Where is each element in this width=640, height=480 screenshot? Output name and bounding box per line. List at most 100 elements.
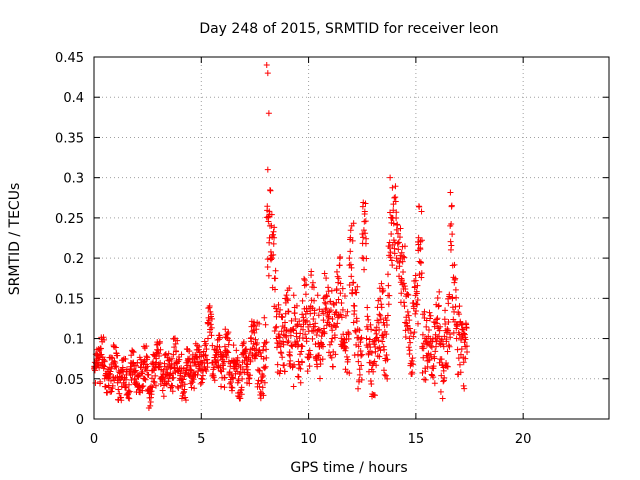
- data-point: [260, 372, 267, 379]
- data-point: [226, 337, 233, 344]
- data-point: [425, 350, 432, 357]
- data-point: [389, 184, 396, 191]
- data-point: [392, 198, 399, 205]
- data-point: [204, 360, 211, 367]
- data-point: [122, 355, 129, 362]
- data-point: [341, 339, 348, 346]
- data-point: [306, 321, 313, 328]
- data-point: [412, 277, 419, 284]
- data-point: [271, 234, 278, 241]
- data-point: [260, 343, 267, 350]
- data-point: [230, 342, 237, 349]
- data-point: [263, 354, 270, 361]
- data-point: [295, 341, 302, 348]
- data-point: [399, 258, 406, 265]
- data-point: [161, 360, 168, 367]
- data-point: [281, 368, 288, 375]
- data-point: [335, 275, 342, 282]
- data-point: [377, 347, 384, 354]
- data-point: [385, 301, 392, 308]
- data-point: [323, 322, 330, 329]
- data-point: [354, 283, 361, 290]
- data-point: [348, 273, 355, 280]
- data-point: [452, 303, 459, 310]
- data-point: [309, 279, 316, 286]
- data-point: [416, 203, 423, 210]
- data-point: [279, 314, 286, 321]
- data-point: [277, 367, 284, 374]
- data-point: [461, 385, 468, 392]
- data-point: [299, 335, 306, 342]
- data-point: [359, 230, 366, 237]
- data-point: [291, 309, 298, 316]
- data-point: [448, 220, 455, 227]
- data-point: [367, 321, 374, 328]
- data-point: [423, 317, 430, 324]
- data-point: [203, 367, 210, 374]
- data-point: [256, 383, 263, 390]
- data-point: [276, 334, 283, 341]
- data-point: [460, 330, 467, 337]
- data-point: [386, 239, 393, 246]
- data-point: [272, 275, 279, 282]
- data-point: [434, 294, 441, 301]
- data-point: [173, 348, 180, 355]
- data-point: [152, 364, 159, 371]
- data-point: [406, 325, 413, 332]
- data-point: [326, 349, 333, 356]
- data-point: [297, 330, 304, 337]
- data-point: [108, 388, 115, 395]
- y-tick-label: 0.15: [55, 292, 84, 307]
- data-point: [393, 255, 400, 262]
- data-point: [358, 352, 365, 359]
- data-point: [402, 286, 409, 293]
- data-point: [295, 374, 302, 381]
- data-point: [262, 321, 269, 328]
- data-point: [219, 353, 226, 360]
- x-tick-label: 0: [90, 432, 98, 447]
- data-point: [438, 337, 445, 344]
- data-point: [347, 234, 354, 241]
- data-point: [386, 292, 393, 299]
- data-point: [455, 355, 462, 362]
- data-point: [368, 326, 375, 333]
- data-point: [238, 384, 245, 391]
- data-point: [320, 310, 327, 317]
- y-tick-label: 0.4: [63, 91, 84, 106]
- data-point: [302, 331, 309, 338]
- data-point: [304, 308, 311, 315]
- data-point: [272, 267, 279, 274]
- data-point: [314, 292, 321, 299]
- data-point: [413, 290, 420, 297]
- data-point: [405, 312, 412, 319]
- data-point: [441, 374, 448, 381]
- data-point: [357, 339, 364, 346]
- data-point: [386, 245, 393, 252]
- data-point: [222, 326, 229, 333]
- data-point: [414, 301, 421, 308]
- data-point: [344, 356, 351, 363]
- data-point: [427, 312, 434, 319]
- data-point: [128, 352, 135, 359]
- data-point: [457, 369, 464, 376]
- data-point: [433, 338, 440, 345]
- data-point: [414, 297, 421, 304]
- data-point: [160, 393, 167, 400]
- data-point: [92, 380, 99, 387]
- data-point: [383, 331, 390, 338]
- data-point: [147, 388, 154, 395]
- data-point: [349, 237, 356, 244]
- data-point: [363, 335, 370, 342]
- data-point: [276, 370, 283, 377]
- data-point: [355, 358, 362, 365]
- data-point: [382, 372, 389, 379]
- data-point: [211, 377, 218, 384]
- data-point: [343, 345, 350, 352]
- data-point: [463, 343, 470, 350]
- data-point: [413, 301, 420, 308]
- data-point: [132, 362, 139, 369]
- data-point: [329, 363, 336, 370]
- data-point: [290, 326, 297, 333]
- data-point: [337, 254, 344, 261]
